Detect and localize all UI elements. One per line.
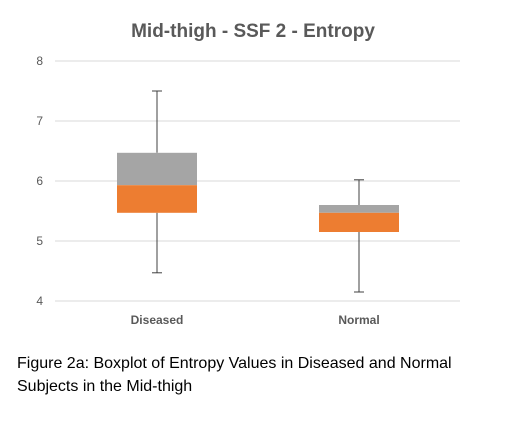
- box-normal: [319, 179, 399, 293]
- gridlines: [55, 60, 460, 302]
- y-tick-label: 7: [36, 114, 43, 128]
- x-category-label: Normal: [338, 313, 379, 327]
- boxplot-chart: Mid-thigh - SSF 2 - Entropy 4 5 6 7 8 Diseas…: [36, 21, 460, 327]
- y-tick-label: 8: [36, 54, 43, 68]
- chart-title: Mid-thigh - SSF 2 - Entropy: [131, 21, 375, 42]
- y-tick-label: 4: [36, 294, 43, 308]
- y-axis-tick-labels: 4 5 6 7 8: [36, 54, 43, 308]
- upper-box: [117, 152, 197, 186]
- caption-line-2: Subjects in the Mid-thigh: [17, 378, 193, 395]
- figure-caption: Figure 2a: Boxplot of Entropy Values in …: [17, 352, 497, 398]
- y-tick-label: 6: [36, 174, 43, 188]
- lower-box: [319, 212, 399, 232]
- boxes: [117, 90, 399, 293]
- x-axis-category-labels: Diseased Normal: [131, 313, 380, 327]
- box-diseased: [117, 90, 197, 274]
- y-tick-label: 5: [36, 234, 43, 248]
- lower-box: [117, 185, 197, 213]
- upper-box: [319, 205, 399, 213]
- x-category-label: Diseased: [131, 313, 184, 327]
- caption-line-1: Figure 2a: Boxplot of Entropy Values in …: [17, 355, 452, 372]
